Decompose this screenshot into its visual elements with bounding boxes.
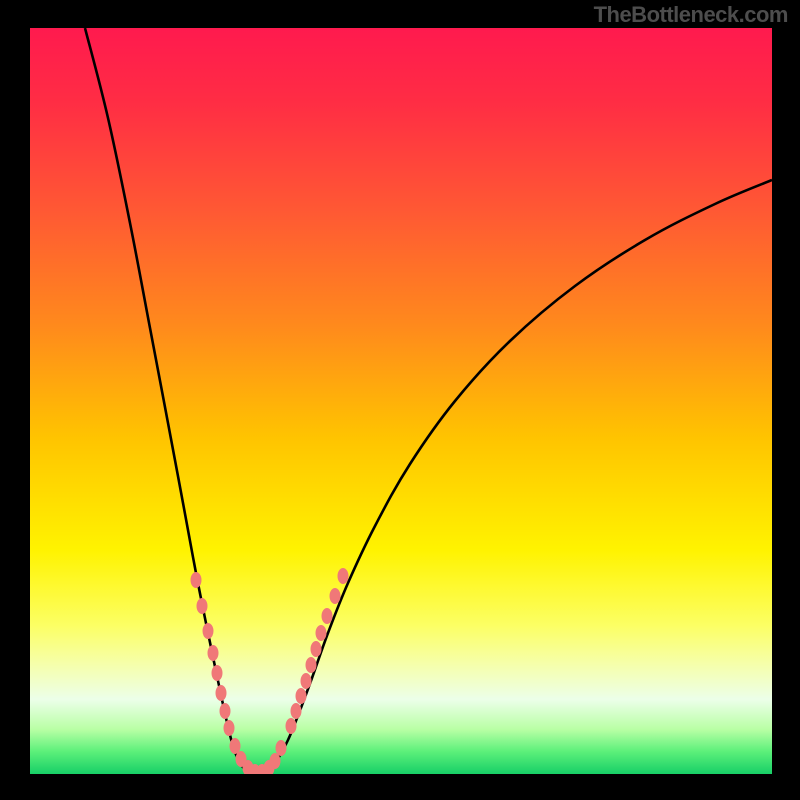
data-markers <box>191 568 349 774</box>
data-marker <box>338 568 349 584</box>
curve-layer <box>30 28 772 774</box>
data-marker <box>322 608 333 624</box>
data-marker <box>230 738 241 754</box>
data-marker <box>220 703 231 719</box>
data-marker <box>216 685 227 701</box>
chart-container: TheBottleneck.com <box>0 0 800 800</box>
data-marker <box>197 598 208 614</box>
data-marker <box>286 718 297 734</box>
data-marker <box>296 688 307 704</box>
plot-area <box>30 28 772 774</box>
data-marker <box>191 572 202 588</box>
watermark-text: TheBottleneck.com <box>594 2 788 28</box>
data-marker <box>306 657 317 673</box>
data-marker <box>212 665 223 681</box>
data-marker <box>330 588 341 604</box>
data-marker <box>203 623 214 639</box>
data-marker <box>316 625 327 641</box>
data-marker <box>301 673 312 689</box>
data-marker <box>208 645 219 661</box>
data-marker <box>270 753 281 769</box>
right-curve <box>256 180 772 774</box>
data-marker <box>291 703 302 719</box>
left-curve <box>85 28 256 774</box>
data-marker <box>276 740 287 756</box>
data-marker <box>224 720 235 736</box>
data-marker <box>311 641 322 657</box>
